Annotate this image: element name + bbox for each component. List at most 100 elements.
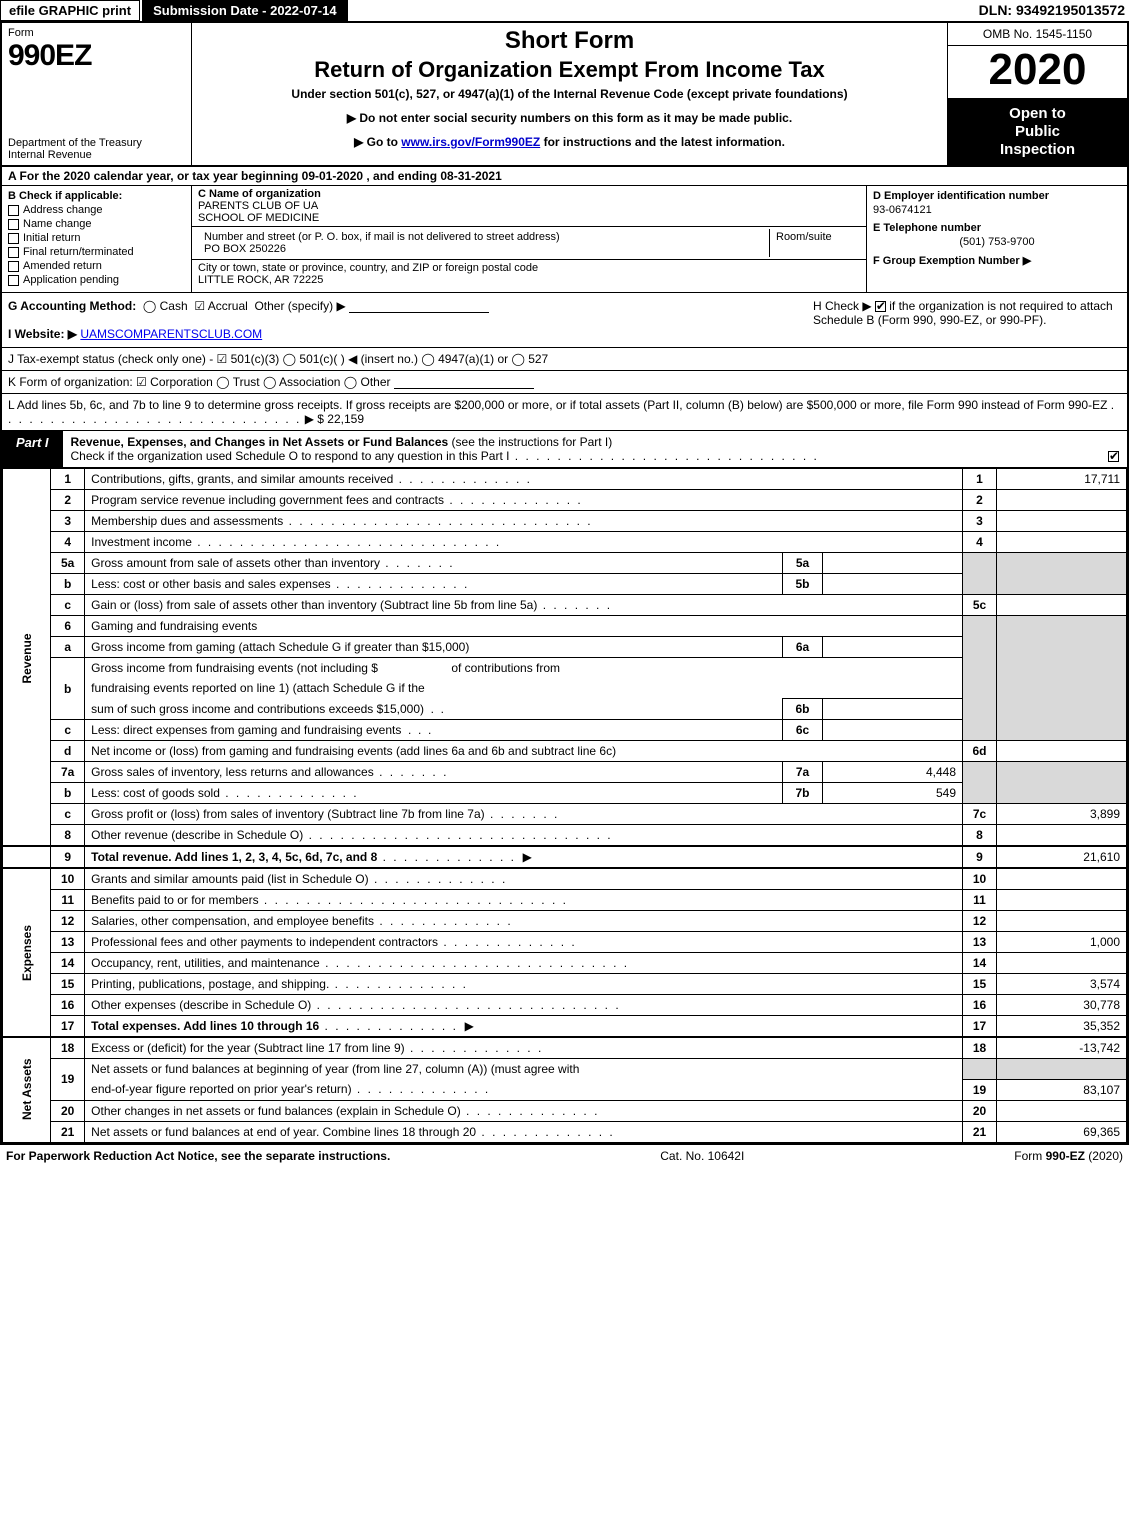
d-ein-val: 93-0674121: [873, 204, 1121, 216]
line-19-col: 19: [963, 1079, 997, 1100]
dept-line1: Department of the Treasury: [8, 137, 142, 149]
line-5a-sub: 5a: [783, 553, 823, 574]
box-b-label: B Check if applicable:: [8, 190, 185, 202]
line-8-dots: [303, 828, 612, 842]
line-17-dots: [319, 1019, 458, 1033]
line-6-desc: Gaming and fundraising events: [85, 616, 963, 637]
row-g: G Accounting Method: ◯ Cash ☑ Accrual Ot…: [2, 293, 807, 347]
line-3-num: 3: [51, 511, 85, 532]
chk-amended-return[interactable]: [8, 261, 19, 272]
line-10-desc: Grants and similar amounts paid (list in…: [91, 872, 368, 886]
grey-19-amt: [997, 1059, 1127, 1080]
part-1-table: Revenue 1 Contributions, gifts, grants, …: [2, 468, 1127, 1143]
line-16-num: 16: [51, 995, 85, 1016]
grey-6a: [963, 637, 997, 658]
box-def: D Employer identification number 93-0674…: [867, 186, 1127, 292]
line-6d-num: d: [51, 741, 85, 762]
line-17-amt: 35,352: [997, 1016, 1127, 1038]
line-14-desc: Occupancy, rent, utilities, and maintena…: [91, 956, 320, 970]
header-right: OMB No. 1545-1150 2020 Open to Public In…: [947, 23, 1127, 165]
line-21-dots: [476, 1125, 615, 1139]
line-6d-col: 6d: [963, 741, 997, 762]
grey-7b-amt: [997, 783, 1127, 804]
row-l-amt-prefix: ▶ $: [305, 412, 328, 426]
line-15-col: 15: [963, 974, 997, 995]
line-7c-desc: Gross profit or (loss) from sales of inv…: [91, 807, 484, 821]
grey-6-amt: [997, 616, 1127, 637]
grey-6b1-amt: [997, 658, 1127, 679]
grey-7b: [963, 783, 997, 804]
ssn-warning: ▶ Do not enter social security numbers o…: [198, 111, 941, 125]
chk-address-change[interactable]: [8, 205, 19, 216]
grey-7a: [963, 762, 997, 783]
website-link[interactable]: UAMSCOMPARENTSCLUB.COM: [80, 327, 262, 341]
line-11-desc: Benefits paid to or for members: [91, 893, 258, 907]
line-5b-dots: [331, 577, 470, 591]
line-6d-desc: Net income or (loss) from gaming and fun…: [85, 741, 963, 762]
line-11-dots: [259, 893, 568, 907]
line-8-amt: [997, 825, 1127, 847]
line-18-num: 18: [51, 1037, 85, 1059]
lbl-address-change: Address change: [23, 204, 103, 216]
g-other: Other (specify) ▶: [254, 299, 345, 313]
line-2-desc: Program service revenue including govern…: [91, 493, 444, 507]
chk-name-change[interactable]: [8, 219, 19, 230]
line-7c-num: c: [51, 804, 85, 825]
chk-initial-return[interactable]: [8, 233, 19, 244]
line-12-num: 12: [51, 911, 85, 932]
line-14-dots: [320, 956, 629, 970]
line-10-amt: [997, 868, 1127, 890]
line-6a-sub: 6a: [783, 637, 823, 658]
chk-schedule-b-not-required[interactable]: [875, 301, 886, 312]
line-6c-sub: 6c: [783, 720, 823, 741]
chk-final-return[interactable]: [8, 247, 19, 258]
row-a-tax-year: A For the 2020 calendar year, or tax yea…: [2, 167, 1127, 186]
return-title: Return of Organization Exempt From Incom…: [198, 57, 941, 83]
efile-print-button[interactable]: efile GRAPHIC print: [0, 0, 140, 21]
grey-5a: [963, 553, 997, 574]
footer-right-post: (2020): [1085, 1149, 1123, 1163]
lbl-amended-return: Amended return: [23, 260, 102, 272]
footer-right-bold: 990-EZ: [1046, 1149, 1085, 1163]
line-2-col: 2: [963, 490, 997, 511]
grey-5b: [963, 574, 997, 595]
line-9-amt: 21,610: [997, 846, 1127, 868]
line-15-desc: Printing, publications, postage, and shi…: [91, 977, 329, 991]
under-section: Under section 501(c), 527, or 4947(a)(1)…: [198, 87, 941, 101]
line-5b-num: b: [51, 574, 85, 595]
part-1-check-line: Check if the organization used Schedule …: [71, 449, 510, 463]
line-11-col: 11: [963, 890, 997, 911]
line-5c-desc: Gain or (loss) from sale of assets other…: [91, 598, 537, 612]
room-suite-lbl: Room/suite: [770, 229, 860, 257]
org-name-2: SCHOOL OF MEDICINE: [198, 212, 319, 224]
line-2-amt: [997, 490, 1127, 511]
insp-2: Public: [1015, 123, 1060, 140]
irs-link[interactable]: www.irs.gov/Form990EZ: [401, 135, 540, 149]
line-18-col: 18: [963, 1037, 997, 1059]
line-9-dots: [377, 850, 516, 864]
h-pre: H Check ▶: [813, 299, 875, 313]
section-bcdef: B Check if applicable: Address change Na…: [2, 186, 1127, 293]
submission-date-button[interactable]: Submission Date - 2022-07-14: [142, 0, 348, 21]
org-name-1: PARENTS CLUB OF UA: [198, 200, 318, 212]
goto-line: ▶ Go to www.irs.gov/Form990EZ for instru…: [198, 135, 941, 149]
line-18-dots: [405, 1041, 544, 1055]
line-6b-subval: [823, 699, 963, 720]
line-16-dots: [311, 998, 620, 1012]
line-19-amt: 83,107: [997, 1079, 1127, 1100]
dept-line2: Internal Revenue: [8, 149, 92, 161]
e-phone-val: (501) 753-9700: [873, 236, 1121, 248]
line-19-desc2: end-of-year figure reported on prior yea…: [91, 1082, 351, 1096]
c-name-lbl: C Name of organization: [198, 188, 321, 200]
line-6c-num: c: [51, 720, 85, 741]
grey-6: [963, 616, 997, 637]
chk-schedule-o-used[interactable]: [1108, 451, 1119, 462]
header-left: Form 990EZ Department of the Treasury In…: [2, 23, 192, 165]
line-12-amt: [997, 911, 1127, 932]
line-3-desc: Membership dues and assessments: [91, 514, 283, 528]
c-city-lbl: City or town, state or province, country…: [198, 262, 538, 274]
part-1-dots: [509, 449, 818, 463]
lbl-name-change: Name change: [23, 218, 92, 230]
chk-application-pending[interactable]: [8, 275, 19, 286]
line-7b-subval: 549: [823, 783, 963, 804]
